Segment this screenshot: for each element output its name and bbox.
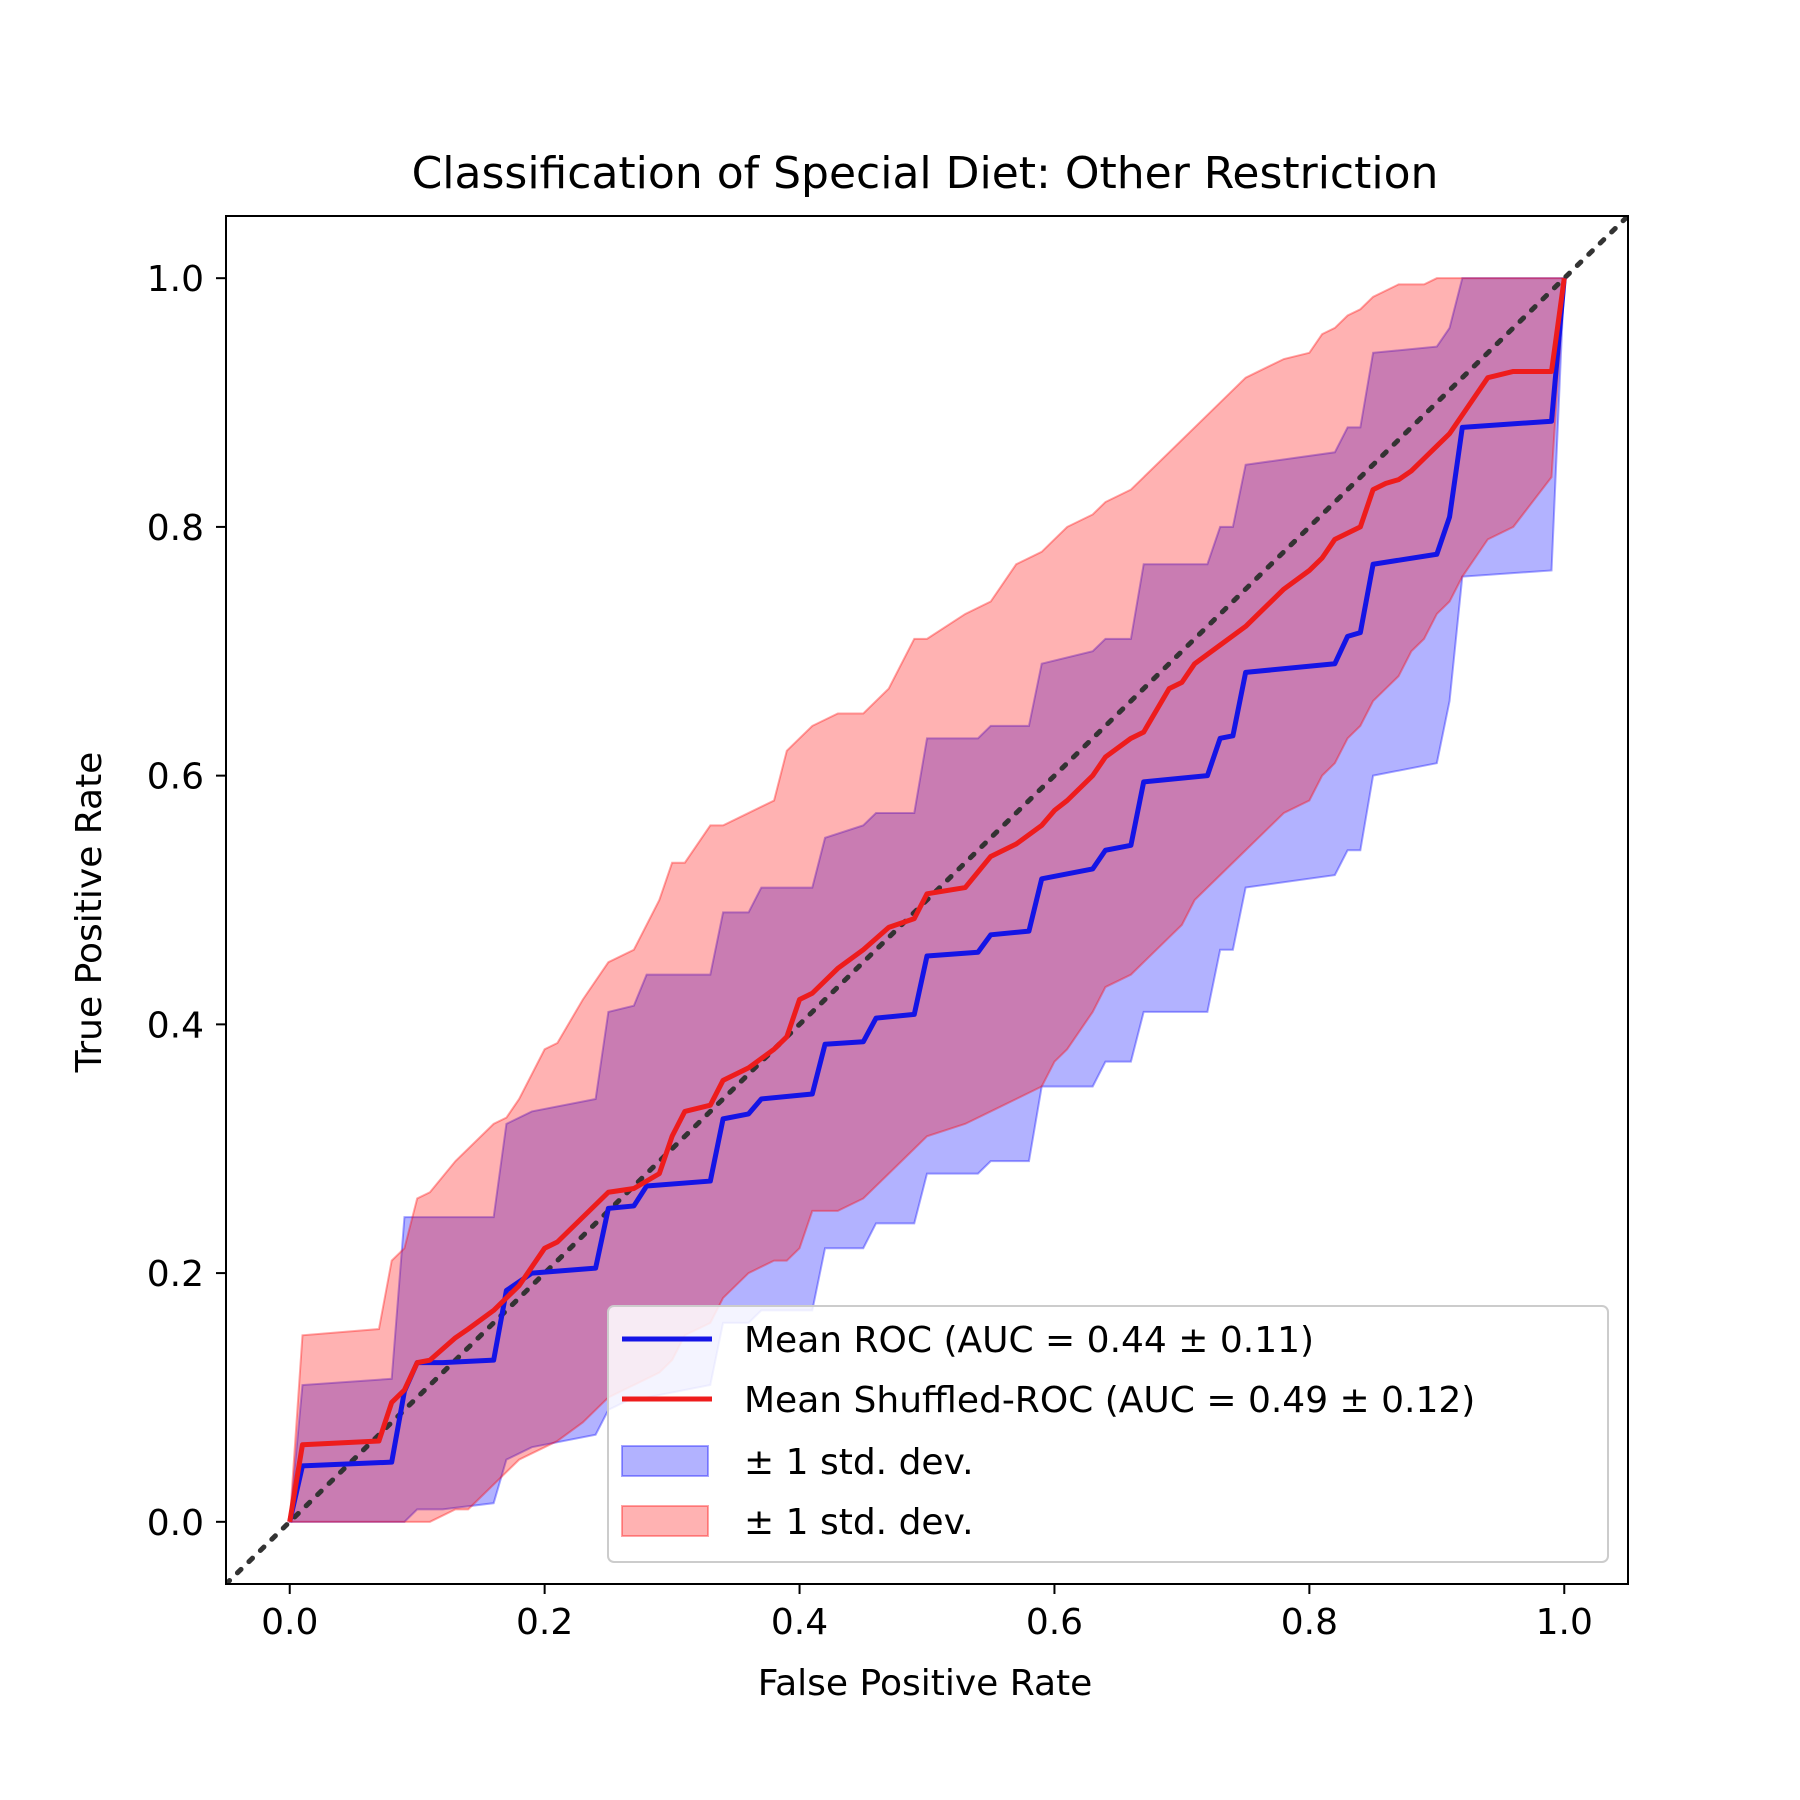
x-tick-label: 0.0 (261, 1602, 318, 1643)
x-tick-label: 0.8 (1281, 1602, 1338, 1643)
legend-box (607, 1305, 1609, 1563)
x-axis-ticks: 0.0 0.2 0.4 0.6 0.8 1.0 (261, 1584, 1593, 1643)
y-axis-ticks: 0.0 0.2 0.4 0.6 0.8 1.0 (147, 259, 226, 1544)
x-tick-label: 0.4 (771, 1602, 828, 1643)
chance-diagonal (226, 216, 1628, 1584)
plot-area: 0.0 0.2 0.4 0.6 0.8 1.0 0.0 0.2 0.4 0.6 0.8 1.0 (147, 215, 1629, 1643)
y-tick-label: 0.8 (147, 508, 204, 549)
y-tick-label: 1.0 (147, 259, 204, 300)
mean-shuffled-roc-line (287, 277, 1567, 1523)
legend-label-red-band: ± 1 std. dev. (744, 1502, 974, 1543)
legend-swatch-red-band (621, 1505, 709, 1537)
plot-frame (225, 215, 1629, 1585)
x-axis-label: False Positive Rate (758, 1663, 1093, 1704)
legend-label-mean-roc: Mean ROC (AUC = 0.44 ± 0.11) (744, 1320, 1314, 1361)
roc-lines (287, 277, 1567, 1523)
legend-label-mean-shuffled-roc: Mean Shuffled-ROC (AUC = 0.49 ± 0.12) (744, 1380, 1475, 1421)
y-tick-label: 0.2 (147, 1254, 204, 1295)
x-tick-label: 1.0 (1536, 1602, 1593, 1643)
legend-label-blue-band: ± 1 std. dev. (744, 1442, 974, 1483)
mean-roc-line (287, 277, 1567, 1523)
y-tick-label: 0.6 (147, 757, 204, 798)
legend: Mean ROC (AUC = 0.44 ± 0.11) Mean Shuffl… (607, 1305, 1609, 1563)
y-axis-label: True Positive Rate (69, 752, 110, 1074)
y-tick-label: 0.0 (147, 1503, 204, 1544)
x-tick-label: 0.2 (516, 1602, 573, 1643)
chart-title: Classification of Special Diet: Other Re… (412, 148, 1439, 199)
x-tick-label: 0.6 (1026, 1602, 1083, 1643)
legend-swatch-blue-band (621, 1445, 709, 1477)
y-tick-label: 0.4 (147, 1005, 204, 1046)
